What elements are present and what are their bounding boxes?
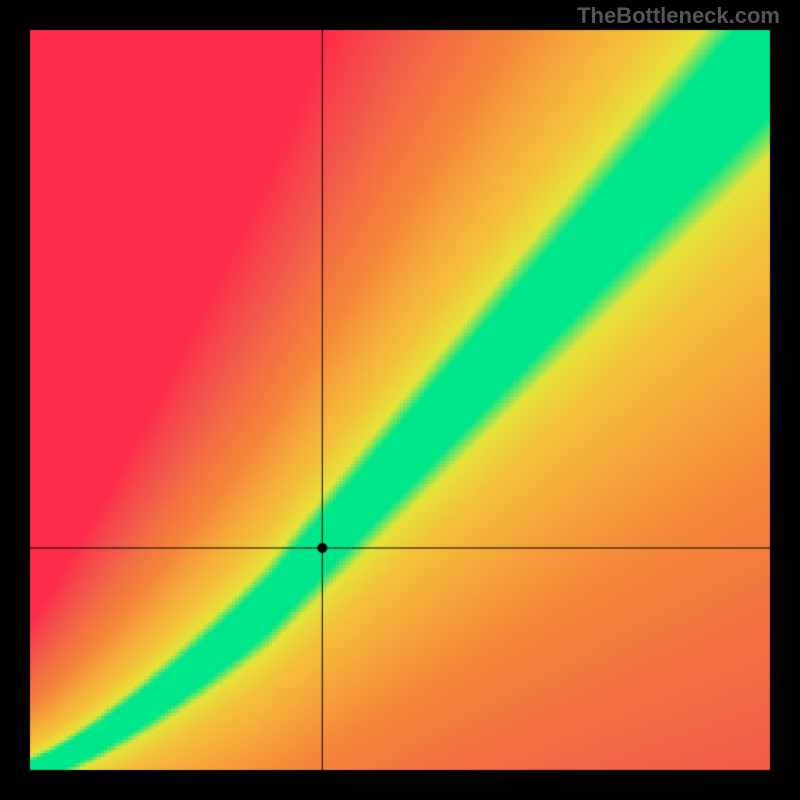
chart-container: TheBottleneck.com <box>0 0 800 800</box>
source-label: TheBottleneck.com <box>577 3 780 29</box>
bottleneck-heatmap <box>0 0 800 800</box>
